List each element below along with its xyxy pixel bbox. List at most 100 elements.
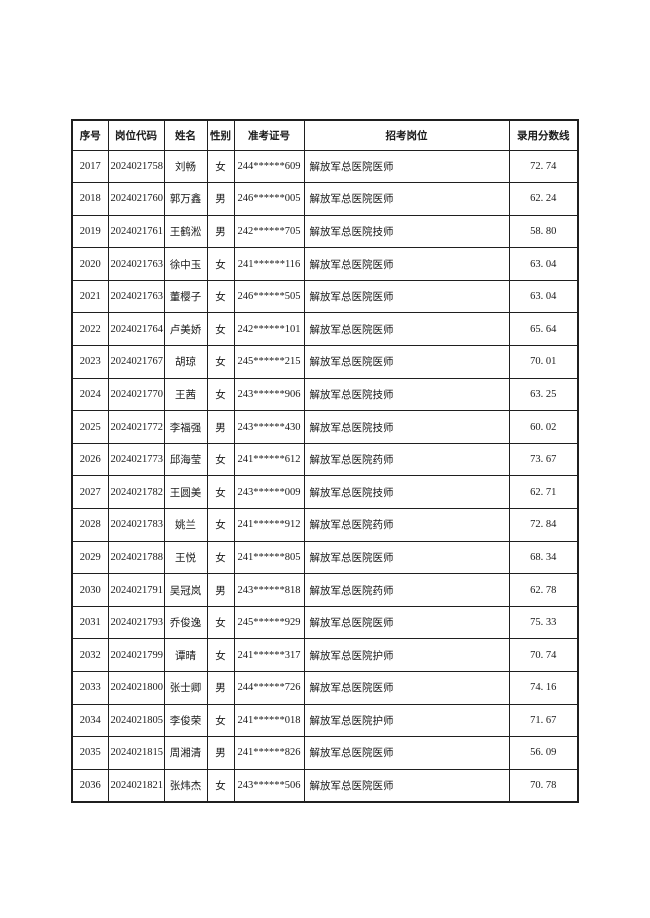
cell-gender: 男 <box>206 214 235 249</box>
cell-score: 75. 33 <box>508 605 579 640</box>
cell-ticket: 243******430 <box>233 410 305 444</box>
cell-seq: 2020 <box>71 247 109 281</box>
cell-seq: 2021 <box>71 279 109 314</box>
cell-name: 郭万鑫 <box>163 182 208 216</box>
cell-code: 2024021770 <box>107 377 165 412</box>
cell-name: 李福强 <box>163 410 208 444</box>
cell-seq: 2030 <box>71 573 109 607</box>
table-row: 2018 2024021760 郭万鑫男 246******005 解放军总医院医师 62… <box>71 182 579 216</box>
table-row: 2032 2024021799 谭晴女 241******317 解放军总医院护师 70.… <box>71 638 579 672</box>
column-header-ticket: 准考证号 <box>233 119 305 151</box>
cell-gender: 女 <box>206 540 235 575</box>
cell-gender: 女 <box>206 768 235 803</box>
cell-name: 吴冠岚 <box>163 573 208 607</box>
cell-name: 王圆美 <box>163 475 208 510</box>
cell-name: 乔俊逸 <box>163 605 208 640</box>
cell-score: 70. 74 <box>508 638 579 672</box>
cell-gender: 女 <box>206 377 235 412</box>
table-row: 2036 2024021821 张炜杰女 243******506 解放军总医院医师 70… <box>71 768 579 803</box>
cell-code: 2024021764 <box>107 312 165 347</box>
table-row: 2025 2024021772 李福强男 243******430 解放军总医院技师 60… <box>71 410 579 444</box>
column-header-score: 录用分数线 <box>508 119 579 151</box>
cell-position: 解放军总医院技师 <box>303 475 510 510</box>
cell-code: 2024021783 <box>107 508 165 542</box>
cell-code: 2024021799 <box>107 638 165 672</box>
cell-position: 解放军总医院技师 <box>303 377 510 412</box>
table-row: 2026 2024021773 邱海莹女 241******612 解放军总医院药师 73… <box>71 442 579 477</box>
table-row: 2030 2024021791 吴冠岚男 243******818 解放军总医院药师 62… <box>71 573 579 607</box>
column-header-name: 姓名 <box>163 119 208 151</box>
cell-ticket: 245******929 <box>233 605 305 640</box>
cell-name: 胡琼 <box>163 345 208 379</box>
cell-ticket: 241******116 <box>233 247 305 281</box>
cell-code: 2024021760 <box>107 182 165 216</box>
column-header-code: 岗位代码 <box>107 119 165 151</box>
cell-score: 62. 24 <box>508 182 579 216</box>
table-row: 2029 2024021788 王悦女 241******805 解放军总医院医师 68.… <box>71 540 579 575</box>
cell-name: 谭晴 <box>163 638 208 672</box>
cell-ticket: 246******005 <box>233 182 305 216</box>
cell-seq: 2028 <box>71 508 109 542</box>
cell-code: 2024021782 <box>107 475 165 510</box>
table-row: 2020 2024021763 徐中玉女 241******116 解放军总医院医师 63… <box>71 247 579 281</box>
cell-score: 63. 25 <box>508 377 579 412</box>
cell-ticket: 244******726 <box>233 671 305 705</box>
cell-position: 解放军总医院医师 <box>303 279 510 314</box>
admission-score-table: 序号 岗位代码 姓名 性别 准考证号 招考岗位 录用分数线 2017 202402… <box>71 119 579 803</box>
cell-score: 73. 67 <box>508 442 579 477</box>
cell-ticket: 246******505 <box>233 279 305 314</box>
cell-code: 2024021791 <box>107 573 165 607</box>
cell-ticket: 245******215 <box>233 345 305 379</box>
cell-seq: 2035 <box>71 736 109 770</box>
cell-seq: 2036 <box>71 768 109 803</box>
cell-code: 2024021821 <box>107 768 165 803</box>
cell-position: 解放军总医院护师 <box>303 703 510 738</box>
cell-name: 张士卿 <box>163 671 208 705</box>
cell-score: 70. 01 <box>508 345 579 379</box>
table-container: 序号 岗位代码 姓名 性别 准考证号 招考岗位 录用分数线 2017 202402… <box>71 119 579 803</box>
cell-position: 解放军总医院技师 <box>303 410 510 444</box>
cell-seq: 2032 <box>71 638 109 672</box>
cell-score: 58. 80 <box>508 214 579 249</box>
cell-name: 张炜杰 <box>163 768 208 803</box>
cell-seq: 2018 <box>71 182 109 216</box>
cell-score: 72. 84 <box>508 508 579 542</box>
cell-gender: 女 <box>206 442 235 477</box>
table-row: 2024 2024021770 王茜女 243******906 解放军总医院技师 63.… <box>71 377 579 412</box>
cell-ticket: 242******101 <box>233 312 305 347</box>
cell-code: 2024021800 <box>107 671 165 705</box>
table-row: 2031 2024021793 乔俊逸女 245******929 解放军总医院医师 75… <box>71 605 579 640</box>
cell-code: 2024021758 <box>107 149 165 184</box>
cell-ticket: 243******818 <box>233 573 305 607</box>
cell-ticket: 243******009 <box>233 475 305 510</box>
cell-seq: 2031 <box>71 605 109 640</box>
cell-seq: 2029 <box>71 540 109 575</box>
cell-score: 70. 78 <box>508 768 579 803</box>
cell-position: 解放军总医院医师 <box>303 671 510 705</box>
cell-position: 解放军总医院医师 <box>303 182 510 216</box>
cell-position: 解放军总医院医师 <box>303 605 510 640</box>
cell-score: 56. 09 <box>508 736 579 770</box>
table-row: 2019 2024021761 王鹤淞男 242******705 解放军总医院技师 58… <box>71 214 579 249</box>
cell-seq: 2023 <box>71 345 109 379</box>
cell-code: 2024021805 <box>107 703 165 738</box>
cell-name: 李俊荣 <box>163 703 208 738</box>
cell-gender: 女 <box>206 345 235 379</box>
cell-gender: 女 <box>206 247 235 281</box>
cell-code: 2024021767 <box>107 345 165 379</box>
cell-seq: 2033 <box>71 671 109 705</box>
table-row: 2034 2024021805 李俊荣女 241******018 解放军总医院护师 71… <box>71 703 579 738</box>
column-header-position: 招考岗位 <box>303 119 510 151</box>
cell-score: 63. 04 <box>508 247 579 281</box>
cell-gender: 男 <box>206 671 235 705</box>
cell-gender: 女 <box>206 312 235 347</box>
cell-score: 68. 34 <box>508 540 579 575</box>
cell-position: 解放军总医院医师 <box>303 312 510 347</box>
cell-gender: 男 <box>206 410 235 444</box>
cell-ticket: 243******906 <box>233 377 305 412</box>
cell-score: 74. 16 <box>508 671 579 705</box>
cell-gender: 男 <box>206 573 235 607</box>
cell-score: 60. 02 <box>508 410 579 444</box>
cell-score: 62. 78 <box>508 573 579 607</box>
table-row: 2028 2024021783 姚兰女 241******912 解放军总医院药师 72.… <box>71 508 579 542</box>
